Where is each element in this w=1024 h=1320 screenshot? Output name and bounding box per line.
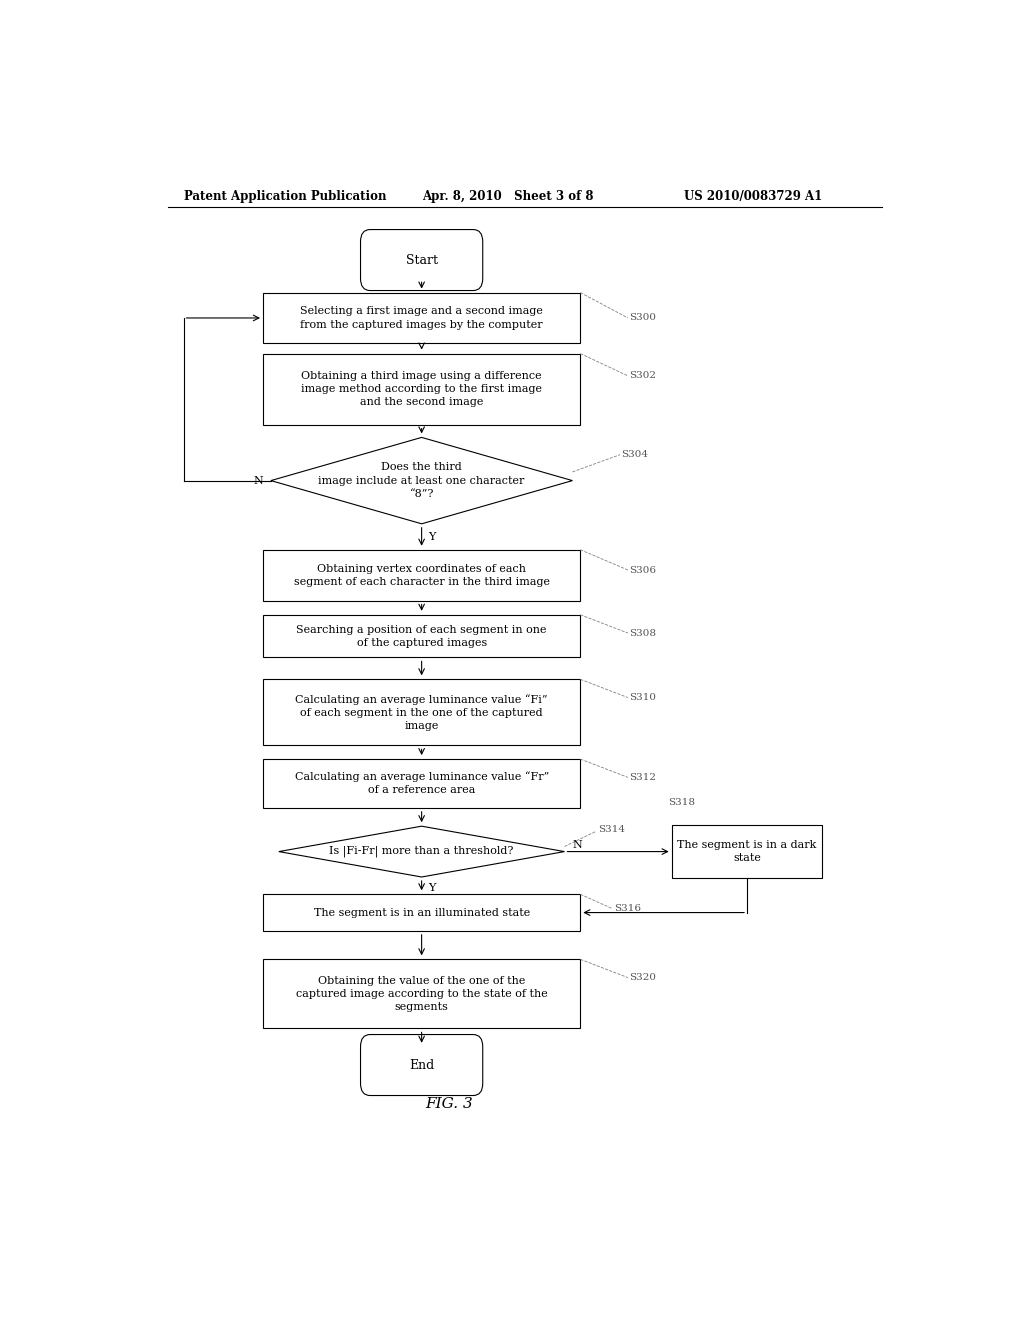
Text: The segment is in a dark
state: The segment is in a dark state (677, 840, 817, 863)
FancyBboxPatch shape (263, 894, 581, 931)
FancyBboxPatch shape (263, 759, 581, 808)
Text: Calculating an average luminance value “Fr”
of a reference area: Calculating an average luminance value “… (295, 771, 549, 796)
Text: S320: S320 (630, 973, 656, 982)
FancyBboxPatch shape (360, 230, 482, 290)
Text: Patent Application Publication: Patent Application Publication (183, 190, 386, 202)
Text: Y: Y (428, 883, 435, 894)
Text: Selecting a first image and a second image
from the captured images by the compu: Selecting a first image and a second ima… (300, 306, 543, 330)
Text: S306: S306 (630, 565, 656, 574)
Text: S314: S314 (598, 825, 625, 834)
FancyBboxPatch shape (263, 615, 581, 657)
Text: Searching a position of each segment in one
of the captured images: Searching a position of each segment in … (296, 624, 547, 648)
Text: Start: Start (406, 253, 437, 267)
FancyBboxPatch shape (263, 549, 581, 601)
Text: S300: S300 (630, 313, 656, 322)
Text: The segment is in an illuminated state: The segment is in an illuminated state (313, 908, 529, 917)
Text: S302: S302 (630, 371, 656, 380)
Text: N: N (572, 841, 583, 850)
Text: Y: Y (428, 532, 435, 543)
Text: US 2010/0083729 A1: US 2010/0083729 A1 (684, 190, 822, 202)
FancyBboxPatch shape (360, 1035, 482, 1096)
Text: End: End (409, 1059, 434, 1072)
Text: S318: S318 (668, 799, 694, 808)
Text: FIG. 3: FIG. 3 (426, 1097, 473, 1110)
Text: N: N (253, 475, 263, 486)
Polygon shape (270, 437, 572, 524)
Text: S310: S310 (630, 693, 656, 702)
Text: S316: S316 (613, 904, 641, 913)
FancyBboxPatch shape (263, 680, 581, 746)
Text: Calculating an average luminance value “Fi”
of each segment in the one of the ca: Calculating an average luminance value “… (295, 694, 548, 731)
FancyBboxPatch shape (672, 825, 822, 878)
Text: S308: S308 (630, 628, 656, 638)
Text: Does the third
image include at least one character
“8”?: Does the third image include at least on… (318, 462, 525, 499)
Text: Is |Fi-Fr| more than a threshold?: Is |Fi-Fr| more than a threshold? (330, 846, 514, 857)
Text: Obtaining a third image using a difference
image method according to the first i: Obtaining a third image using a differen… (301, 371, 542, 408)
Text: Obtaining vertex coordinates of each
segment of each character in the third imag: Obtaining vertex coordinates of each seg… (294, 564, 550, 586)
FancyBboxPatch shape (263, 293, 581, 343)
Text: Apr. 8, 2010   Sheet 3 of 8: Apr. 8, 2010 Sheet 3 of 8 (422, 190, 593, 202)
Text: S304: S304 (622, 450, 648, 459)
Text: Obtaining the value of the one of the
captured image according to the state of t: Obtaining the value of the one of the ca… (296, 975, 548, 1012)
Polygon shape (279, 826, 564, 876)
FancyBboxPatch shape (263, 960, 581, 1028)
Text: S312: S312 (630, 774, 656, 781)
FancyBboxPatch shape (263, 354, 581, 425)
